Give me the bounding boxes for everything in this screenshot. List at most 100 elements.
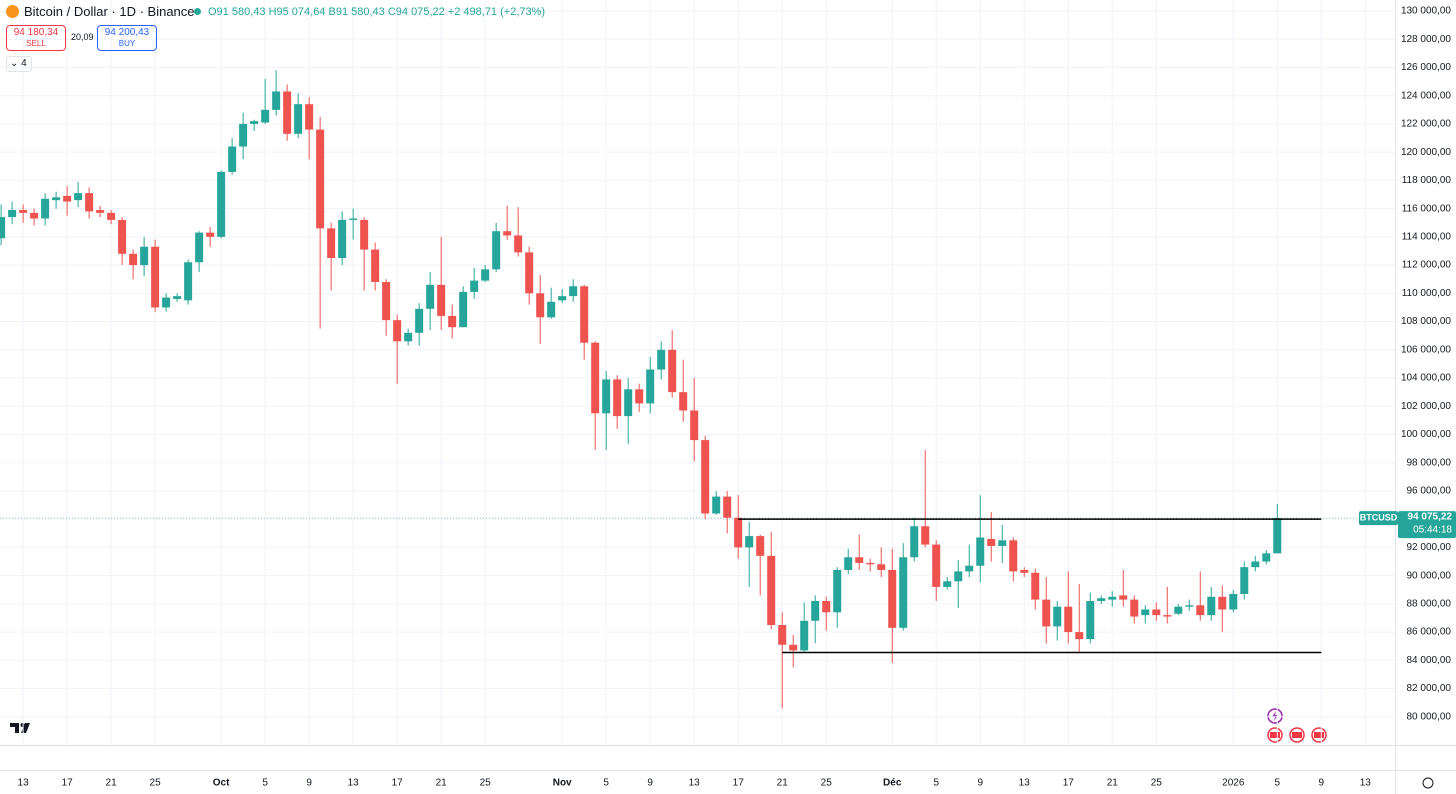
candle <box>1130 595 1139 624</box>
grid <box>0 0 1395 745</box>
spread: 20,09 <box>71 32 94 42</box>
open: O91 580,43 <box>208 6 266 18</box>
candle <box>899 543 908 631</box>
x-tick-label: 17 <box>1063 778 1075 789</box>
x-tick-label: 21 <box>106 778 118 789</box>
body <box>129 253 138 266</box>
body <box>96 210 105 213</box>
candle <box>228 138 237 175</box>
body <box>1152 609 1161 616</box>
y-tick-label: 92 000,00 <box>1407 542 1452 553</box>
y-tick-label: 122 000,00 <box>1401 119 1451 130</box>
candle <box>294 92 303 139</box>
y-tick-label: 108 000,00 <box>1401 316 1451 327</box>
candle <box>459 286 468 328</box>
candle <box>206 226 215 247</box>
candle <box>734 495 743 559</box>
candle <box>349 208 358 240</box>
x-tick-label: 5 <box>262 778 268 789</box>
body <box>162 297 171 308</box>
candle <box>844 548 853 575</box>
body <box>536 293 545 318</box>
body <box>107 212 116 220</box>
x-tick-label: 25 <box>150 778 162 789</box>
body <box>789 644 798 651</box>
candles <box>0 70 1282 709</box>
candle <box>646 356 655 414</box>
candle <box>1240 561 1249 600</box>
candle <box>1042 577 1051 644</box>
buy-price: 94 200,43 <box>104 27 150 38</box>
candle <box>723 490 732 534</box>
body <box>19 210 28 213</box>
body <box>459 291 468 328</box>
candle <box>305 97 314 160</box>
settings-icon[interactable] <box>1422 777 1434 789</box>
sell-button[interactable]: 94 180,34 SELL <box>6 25 66 51</box>
candle <box>503 205 512 240</box>
y-tick-label: 110 000,00 <box>1402 288 1452 299</box>
candle <box>1075 584 1084 654</box>
candle <box>778 612 787 709</box>
body <box>679 392 688 411</box>
symbol-tag-text: BTCUSD <box>1360 512 1398 522</box>
body <box>63 195 72 202</box>
candle <box>1053 601 1062 641</box>
body <box>778 625 787 645</box>
body <box>228 146 237 172</box>
body <box>756 536 765 556</box>
body <box>272 91 281 110</box>
candle <box>965 544 974 578</box>
body <box>349 218 358 220</box>
body <box>910 526 919 558</box>
candle <box>668 330 677 398</box>
candle <box>932 540 941 602</box>
body <box>602 379 611 414</box>
candle <box>1273 503 1282 554</box>
buy-button[interactable]: 94 200,43 BUY <box>97 25 157 51</box>
candle <box>1185 599 1194 611</box>
candle <box>8 201 17 225</box>
body <box>140 246 149 266</box>
candle <box>261 78 270 124</box>
candle <box>1229 589 1238 613</box>
body <box>382 282 391 321</box>
candle <box>404 328 413 346</box>
y-tick-label: 112 000,00 <box>1402 260 1452 271</box>
x-tick-label: 9 <box>306 778 312 789</box>
body <box>657 349 666 370</box>
body <box>8 210 17 218</box>
candle <box>1009 537 1018 582</box>
body <box>437 284 446 316</box>
body <box>404 332 413 342</box>
countdown: 05:44:18 <box>1413 525 1452 536</box>
indicators-toggle[interactable]: ⌄ 4 <box>6 56 32 72</box>
x-tick-label: 13 <box>348 778 360 789</box>
y-tick-label: 82 000,00 <box>1407 683 1452 694</box>
body <box>976 537 985 566</box>
candle <box>470 267 479 299</box>
candle <box>371 242 380 291</box>
body <box>877 564 886 570</box>
body <box>1185 605 1194 607</box>
candle <box>1141 605 1150 624</box>
body <box>855 557 864 563</box>
candle <box>118 217 127 266</box>
candle <box>1174 603 1183 616</box>
price-tag <box>1398 511 1456 539</box>
candle <box>1020 567 1029 578</box>
candle <box>360 217 369 291</box>
body <box>360 219 369 250</box>
body <box>932 544 941 587</box>
body <box>624 389 633 417</box>
symbol: Bitcoin / Dollar · 1D · Binance <box>24 4 195 19</box>
body <box>415 308 424 333</box>
body <box>987 538 996 546</box>
body <box>195 232 204 263</box>
y-tick-label: 116 000,00 <box>1402 203 1452 214</box>
candle <box>569 279 578 302</box>
body <box>547 301 556 318</box>
body <box>371 249 380 283</box>
body <box>833 569 842 613</box>
